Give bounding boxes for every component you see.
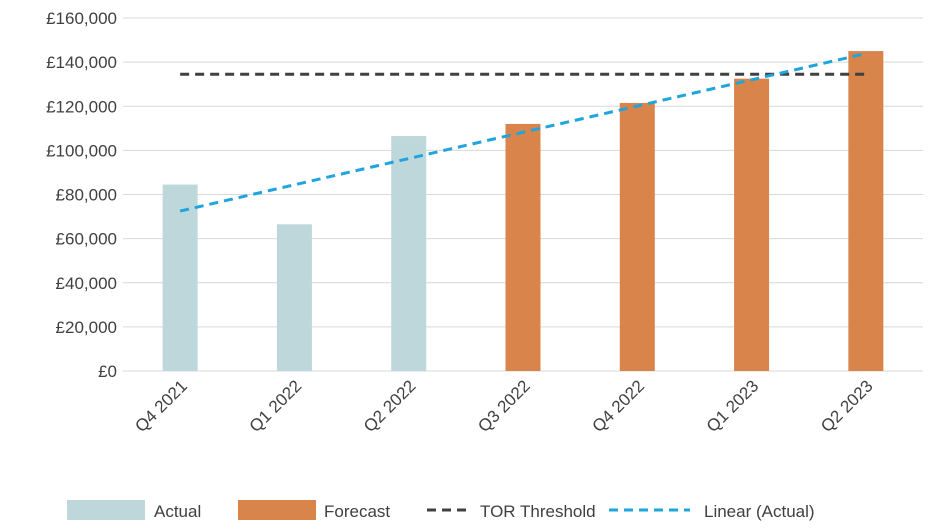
y-tick-label: £20,000 — [56, 318, 117, 337]
y-tick-label: £60,000 — [56, 230, 117, 249]
legend: Actual Forecast TOR Threshold Linear (Actua… — [67, 500, 815, 521]
y-tick-label: £140,000 — [46, 53, 117, 72]
bar-actual — [276, 224, 312, 371]
y-tick-label: £40,000 — [56, 274, 117, 293]
bar-forecast — [848, 51, 884, 371]
legend-label: TOR Threshold — [480, 502, 596, 521]
lines — [179, 52, 867, 213]
x-tick-label: Q4 2021 — [131, 376, 191, 436]
legend-label: Linear (Actual) — [704, 502, 815, 521]
legend-swatch — [238, 500, 316, 520]
bar-actual — [391, 136, 427, 371]
x-axis-tick-labels: Q4 2021 Q1 2022 Q2 2022 Q3 2022 Q4 2022 Q1 20… — [131, 376, 876, 436]
y-tick-label: £80,000 — [56, 186, 117, 205]
legend-swatch — [67, 500, 145, 520]
y-tick-label: £100,000 — [46, 141, 117, 160]
bar-forecast — [505, 123, 541, 372]
y-axis-tick-labels: £0 £20,000 £40,000 £60,000 £80,000 £100,000 £1… — [46, 9, 117, 381]
line-linear-actual- — [179, 52, 867, 213]
bar-forecast — [734, 78, 770, 371]
x-tick-label: Q2 2023 — [817, 376, 877, 436]
x-tick-label: Q3 2022 — [474, 376, 534, 436]
y-tick-label: £0 — [98, 362, 117, 381]
x-tick-label: Q1 2022 — [246, 376, 306, 436]
bar-actual — [162, 184, 198, 371]
legend-label: Forecast — [324, 502, 390, 521]
bars — [162, 51, 884, 372]
x-tick-label: Q1 2023 — [703, 376, 763, 436]
y-tick-label: £120,000 — [46, 97, 117, 116]
bar-forecast — [619, 102, 655, 372]
legend-label: Actual — [154, 502, 201, 521]
x-tick-label: Q4 2022 — [589, 376, 649, 436]
x-tick-label: Q2 2022 — [360, 376, 420, 436]
y-tick-label: £160,000 — [46, 9, 117, 28]
